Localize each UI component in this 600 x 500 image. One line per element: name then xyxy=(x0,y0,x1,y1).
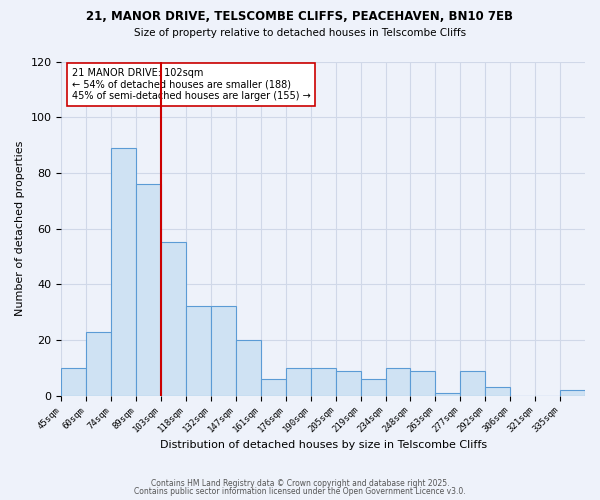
Bar xyxy=(560,390,585,396)
Bar xyxy=(161,242,186,396)
Bar xyxy=(386,368,410,396)
Bar xyxy=(361,379,386,396)
Text: Size of property relative to detached houses in Telscombe Cliffs: Size of property relative to detached ho… xyxy=(134,28,466,38)
Bar xyxy=(211,306,236,396)
Text: 21 MANOR DRIVE: 102sqm
← 54% of detached houses are smaller (188)
45% of semi-de: 21 MANOR DRIVE: 102sqm ← 54% of detached… xyxy=(72,68,311,102)
Bar xyxy=(111,148,136,396)
Y-axis label: Number of detached properties: Number of detached properties xyxy=(15,141,25,316)
Bar xyxy=(286,368,311,396)
Bar xyxy=(436,393,460,396)
Text: Contains HM Land Registry data © Crown copyright and database right 2025.: Contains HM Land Registry data © Crown c… xyxy=(151,478,449,488)
Bar xyxy=(485,387,510,396)
Bar xyxy=(261,379,286,396)
Bar xyxy=(335,370,361,396)
Text: 21, MANOR DRIVE, TELSCOMBE CLIFFS, PEACEHAVEN, BN10 7EB: 21, MANOR DRIVE, TELSCOMBE CLIFFS, PEACE… xyxy=(86,10,514,23)
Bar xyxy=(136,184,161,396)
Bar xyxy=(311,368,335,396)
X-axis label: Distribution of detached houses by size in Telscombe Cliffs: Distribution of detached houses by size … xyxy=(160,440,487,450)
Bar xyxy=(86,332,111,396)
Bar xyxy=(236,340,261,396)
Text: Contains public sector information licensed under the Open Government Licence v3: Contains public sector information licen… xyxy=(134,487,466,496)
Bar xyxy=(186,306,211,396)
Bar xyxy=(410,370,436,396)
Bar xyxy=(61,368,86,396)
Bar xyxy=(460,370,485,396)
